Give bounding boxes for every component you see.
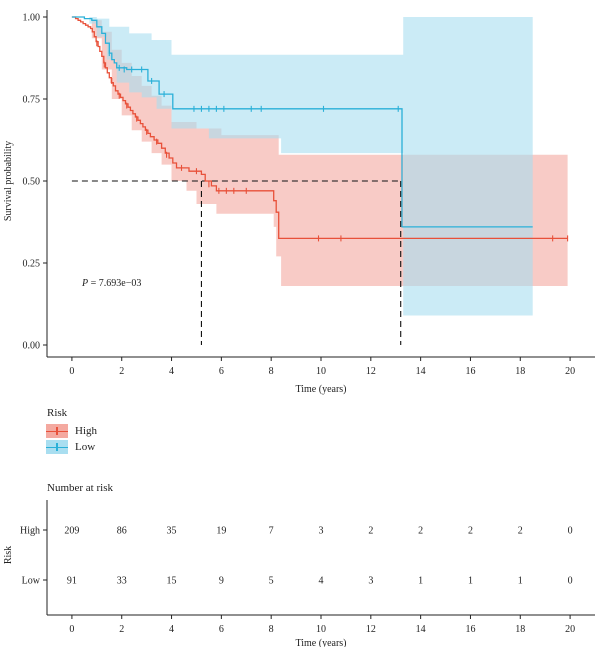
legend-item-high: High	[46, 424, 97, 438]
x-tick-label-1: 2	[119, 366, 124, 377]
risk-row-label-low: Low	[22, 576, 41, 587]
risk-x-tick-label-3: 6	[219, 624, 224, 635]
legend-label-high: High	[75, 425, 97, 437]
legend-swatch-low	[46, 440, 68, 454]
risk-count-low-8: 1	[468, 576, 473, 587]
risk-count-low-6: 3	[368, 576, 373, 587]
legend-label-low: Low	[75, 441, 96, 453]
risk-x-tick-label-0: 0	[69, 624, 74, 635]
km-plot: 0.00 0.25 0.50 0.75 1.00 0 2 4 6 8 10 12 14 16 18 20 Tim…	[3, 10, 595, 395]
legend-item-low: Low	[46, 440, 95, 454]
risk-count-high-10: 0	[568, 526, 573, 537]
risk-x-tick-label-1: 2	[119, 624, 124, 635]
risk-count-high-9: 2	[518, 526, 523, 537]
y-tick-label-0: 0.00	[23, 341, 41, 352]
risk-count-high-5: 3	[319, 526, 324, 537]
x-tick-label-7: 14	[416, 366, 426, 377]
risk-x-tick-label-2: 4	[169, 624, 174, 635]
x-axis-title: Time (years)	[295, 384, 346, 395]
risk-x-tick-label-5: 10	[316, 624, 326, 635]
risk-count-low-2: 15	[167, 576, 177, 587]
risk-count-high-0: 209	[64, 526, 79, 537]
p-value-text: = 7.693e−03	[88, 278, 141, 289]
risk-count-high-7: 2	[418, 526, 423, 537]
risk-count-high-1: 86	[117, 526, 127, 537]
x-tick-label-3: 6	[219, 366, 224, 377]
risk-x-tick-label-7: 14	[416, 624, 426, 635]
x-tick-label-4: 8	[269, 366, 274, 377]
y-tick-label-1: 0.25	[23, 259, 41, 270]
risk-count-low-3: 9	[219, 576, 224, 587]
risk-count-low-9: 1	[518, 576, 523, 587]
x-tick-label-9: 18	[515, 366, 525, 377]
risk-table-title: Number at risk	[47, 482, 113, 494]
x-tick-label-5: 10	[316, 366, 326, 377]
risk-count-low-4: 5	[269, 576, 274, 587]
x-tick-label-6: 12	[366, 366, 376, 377]
y-tick-label-3: 0.75	[23, 95, 41, 106]
risk-count-high-8: 2	[468, 526, 473, 537]
p-value-symbol: P	[81, 278, 88, 289]
x-tick-label-2: 4	[169, 366, 174, 377]
risk-y-axis-title: Risk	[3, 546, 14, 564]
x-tick-label-0: 0	[69, 366, 74, 377]
risk-count-high-2: 35	[167, 526, 177, 537]
x-tick-label-10: 20	[565, 366, 575, 377]
y-tick-label-2: 0.50	[23, 177, 41, 188]
legend-swatch-high	[46, 424, 68, 438]
risk-count-low-1: 33	[117, 576, 127, 587]
risk-x-axis-title: Time (years)	[295, 638, 346, 647]
legend-title: Risk	[47, 407, 68, 419]
y-axis-title: Survival probability	[3, 141, 14, 221]
risk-count-low-5: 4	[319, 576, 324, 587]
risk-count-high-3: 19	[216, 526, 226, 537]
risk-x-tick-label-6: 12	[366, 624, 376, 635]
x-tick-label-8: 16	[465, 366, 475, 377]
survival-curve-high	[71, 16, 568, 240]
y-tick-label-4: 1.00	[23, 13, 41, 24]
risk-x-tick-label-8: 16	[465, 624, 475, 635]
risk-count-low-7: 1	[418, 576, 423, 587]
risk-row-label-high: High	[20, 526, 40, 537]
risk-x-tick-label-9: 18	[515, 624, 525, 635]
risk-count-low-10: 0	[568, 576, 573, 587]
risk-count-low-0: 91	[67, 576, 77, 587]
risk-count-high-4: 7	[269, 526, 274, 537]
risk-x-tick-label-4: 8	[269, 624, 274, 635]
p-value-annotation: P = 7.693e−03	[81, 278, 141, 289]
survival-curve-low	[71, 16, 533, 228]
risk-count-high-6: 2	[368, 526, 373, 537]
confidence-band-low	[71, 17, 533, 316]
risk-x-tick-label-10: 20	[565, 624, 575, 635]
